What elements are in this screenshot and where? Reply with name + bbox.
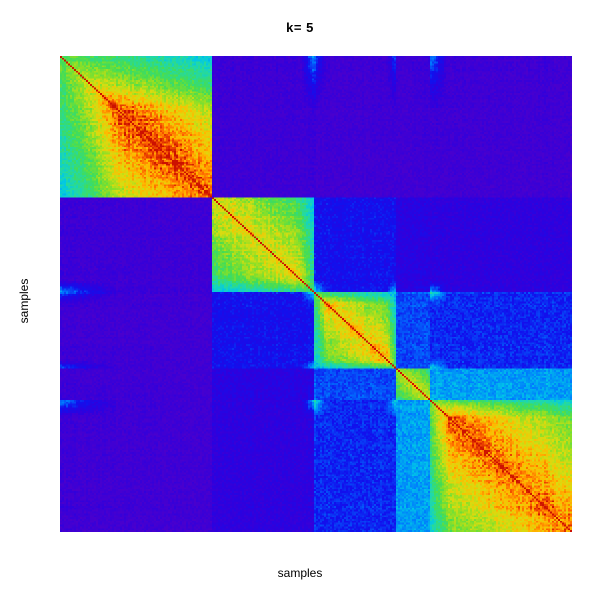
y-axis-label: samples	[17, 278, 31, 324]
x-axis-label: samples	[277, 566, 323, 580]
page-title: k= 5	[286, 20, 314, 35]
consensus-heatmap	[60, 56, 572, 532]
